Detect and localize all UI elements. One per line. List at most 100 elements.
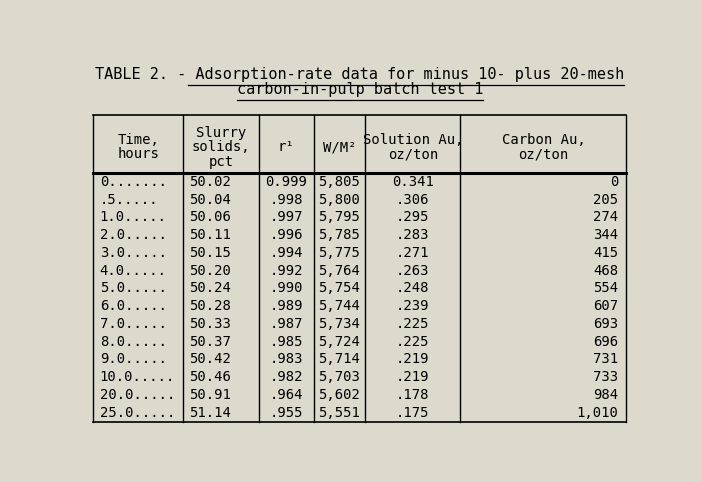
Text: 50.04: 50.04 — [190, 192, 232, 206]
Text: 554: 554 — [593, 281, 618, 295]
Text: 50.20: 50.20 — [190, 264, 232, 278]
Text: 50.11: 50.11 — [190, 228, 232, 242]
Text: solids,: solids, — [192, 140, 251, 154]
Text: 8.0.....: 8.0..... — [100, 335, 166, 348]
Text: 0: 0 — [610, 175, 618, 189]
Text: 5,744: 5,744 — [319, 299, 360, 313]
Text: 696: 696 — [593, 335, 618, 348]
Text: 1.0.....: 1.0..... — [100, 210, 166, 224]
Text: 5,764: 5,764 — [319, 264, 360, 278]
Text: TABLE 2. - Adsorption-rate data for minus 10- plus 20-mesh: TABLE 2. - Adsorption-rate data for minu… — [95, 67, 624, 82]
Text: .987: .987 — [270, 317, 303, 331]
Text: 4.0.....: 4.0..... — [100, 264, 166, 278]
Text: 50.28: 50.28 — [190, 299, 232, 313]
Text: 415: 415 — [593, 246, 618, 260]
Text: carbon-in-pulp batch test 1: carbon-in-pulp batch test 1 — [237, 82, 483, 97]
Text: 1,010: 1,010 — [576, 406, 618, 420]
Text: 50.91: 50.91 — [190, 388, 232, 402]
Text: 5,754: 5,754 — [319, 281, 360, 295]
Text: 9.0.....: 9.0..... — [100, 352, 166, 366]
Text: .271: .271 — [396, 246, 430, 260]
Text: .263: .263 — [396, 264, 430, 278]
Text: .964: .964 — [270, 388, 303, 402]
Text: 5,785: 5,785 — [319, 228, 360, 242]
Text: 50.06: 50.06 — [190, 210, 232, 224]
Text: 733: 733 — [593, 370, 618, 384]
Text: 5,795: 5,795 — [319, 210, 360, 224]
Text: 5,714: 5,714 — [319, 352, 360, 366]
Text: 50.46: 50.46 — [190, 370, 232, 384]
Text: .997: .997 — [270, 210, 303, 224]
Text: 7.0.....: 7.0..... — [100, 317, 166, 331]
Text: .178: .178 — [396, 388, 430, 402]
Text: 50.37: 50.37 — [190, 335, 232, 348]
Text: Slurry: Slurry — [196, 126, 246, 140]
Text: 20.0.....: 20.0..... — [100, 388, 175, 402]
Text: W/M²: W/M² — [323, 140, 356, 154]
Text: 984: 984 — [593, 388, 618, 402]
Text: pct: pct — [208, 155, 234, 169]
Text: 607: 607 — [593, 299, 618, 313]
Text: .283: .283 — [396, 228, 430, 242]
Text: .989: .989 — [270, 299, 303, 313]
Text: .990: .990 — [270, 281, 303, 295]
Text: TABLE 2. - Adsorption-rate data for minus 10- plus 20-mesh: TABLE 2. - Adsorption-rate data for minu… — [95, 67, 624, 82]
Text: .996: .996 — [270, 228, 303, 242]
Text: .998: .998 — [270, 192, 303, 206]
Text: Solution Au,: Solution Au, — [362, 134, 463, 147]
Text: 5,775: 5,775 — [319, 246, 360, 260]
Text: .295: .295 — [396, 210, 430, 224]
Text: oz/ton: oz/ton — [388, 147, 438, 161]
Text: 274: 274 — [593, 210, 618, 224]
Text: 2.0.....: 2.0..... — [100, 228, 166, 242]
Text: .175: .175 — [396, 406, 430, 420]
Text: Carbon Au,: Carbon Au, — [501, 134, 585, 147]
Text: 344: 344 — [593, 228, 618, 242]
Text: 50.02: 50.02 — [190, 175, 232, 189]
Text: Time,: Time, — [117, 134, 159, 147]
Text: 5,551: 5,551 — [319, 406, 360, 420]
Text: .219: .219 — [396, 352, 430, 366]
Text: 731: 731 — [593, 352, 618, 366]
Text: 50.42: 50.42 — [190, 352, 232, 366]
Text: .225: .225 — [396, 317, 430, 331]
Text: 693: 693 — [593, 317, 618, 331]
Text: oz/ton: oz/ton — [518, 147, 569, 161]
Text: .219: .219 — [396, 370, 430, 384]
Text: hours: hours — [117, 147, 159, 161]
Text: .992: .992 — [270, 264, 303, 278]
Text: .994: .994 — [270, 246, 303, 260]
Text: 25.0.....: 25.0..... — [100, 406, 175, 420]
Text: TABLE 2. -: TABLE 2. - — [88, 67, 188, 82]
Text: .306: .306 — [396, 192, 430, 206]
Text: .248: .248 — [396, 281, 430, 295]
Text: .239: .239 — [396, 299, 430, 313]
Text: 5,734: 5,734 — [319, 317, 360, 331]
Text: 50.24: 50.24 — [190, 281, 232, 295]
Text: 5.0.....: 5.0..... — [100, 281, 166, 295]
Text: 205: 205 — [593, 192, 618, 206]
Text: 3.0.....: 3.0..... — [100, 246, 166, 260]
Text: .5.....: .5..... — [100, 192, 159, 206]
Text: 5,800: 5,800 — [319, 192, 360, 206]
Text: .955: .955 — [270, 406, 303, 420]
Text: 10.0.....: 10.0..... — [100, 370, 175, 384]
Text: 5,805: 5,805 — [319, 175, 360, 189]
Text: 5,602: 5,602 — [319, 388, 360, 402]
Text: 0.341: 0.341 — [392, 175, 434, 189]
Text: 0.999: 0.999 — [265, 175, 307, 189]
Text: 51.14: 51.14 — [190, 406, 232, 420]
Text: 5,703: 5,703 — [319, 370, 360, 384]
Text: carbon-in-pulp batch test 1: carbon-in-pulp batch test 1 — [237, 82, 483, 97]
Text: .982: .982 — [270, 370, 303, 384]
Text: .983: .983 — [270, 352, 303, 366]
Text: r¹: r¹ — [278, 140, 295, 154]
Text: 0.......: 0....... — [100, 175, 166, 189]
Text: 6.0.....: 6.0..... — [100, 299, 166, 313]
Text: 5,724: 5,724 — [319, 335, 360, 348]
Text: .225: .225 — [396, 335, 430, 348]
Text: 50.15: 50.15 — [190, 246, 232, 260]
Text: .985: .985 — [270, 335, 303, 348]
Text: 50.33: 50.33 — [190, 317, 232, 331]
Text: 468: 468 — [593, 264, 618, 278]
